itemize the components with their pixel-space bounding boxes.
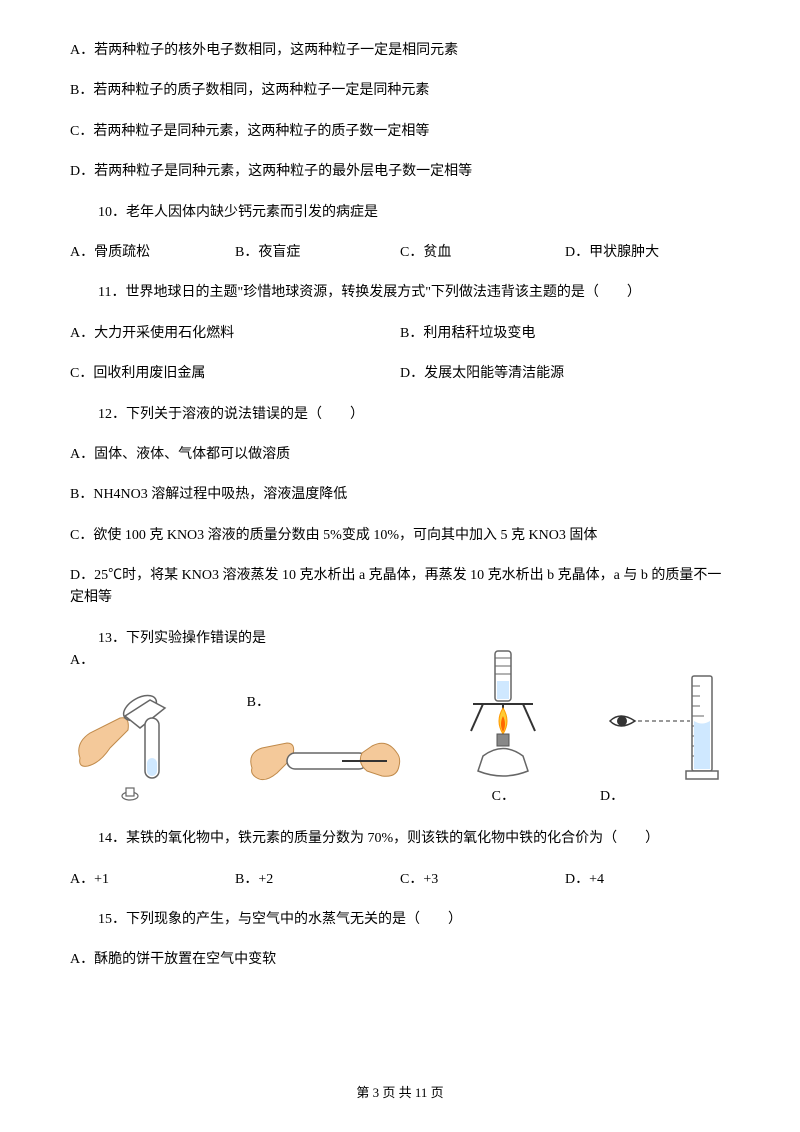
q14-opt-a: A．+1 bbox=[70, 869, 235, 891]
q13-diagrams: B． C． bbox=[70, 668, 730, 808]
graduated-cylinder-eye-icon bbox=[600, 666, 730, 786]
page-footer: 第 3 页 共 11 页 bbox=[0, 1083, 800, 1104]
q-prev-opt-d: D．若两种粒子是同种元素，这两种粒子的最外层电子数一定相等 bbox=[70, 161, 730, 183]
q12-opt-a: A．固体、液体、气体都可以做溶质 bbox=[70, 444, 730, 466]
q10-opt-d: D．甲状腺肿大 bbox=[565, 242, 730, 264]
q13-diagram-b: B． bbox=[247, 692, 407, 808]
q-prev-opt-b: B．若两种粒子的质子数相同，这两种粒子一定是同种元素 bbox=[70, 80, 730, 102]
q14-stem: 14．某铁的氧化物中，铁元素的质量分数为 70%，则该铁的氧化物中铁的化合价为（… bbox=[70, 828, 730, 850]
heating-burner-icon bbox=[453, 646, 553, 786]
q13-diagram-c: C． bbox=[453, 646, 553, 808]
q11-opt-d: D．发展太阳能等清洁能源 bbox=[400, 363, 730, 385]
q14-opt-d: D．+4 bbox=[565, 869, 730, 891]
q10-opt-c: C．贫血 bbox=[400, 242, 565, 264]
q10-stem: 10．老年人因体内缺少钙元素而引发的病症是 bbox=[70, 202, 730, 224]
q10-opt-b: B．夜盲症 bbox=[235, 242, 400, 264]
q11-opt-b: B．利用秸秆垃圾变电 bbox=[400, 323, 730, 345]
q14-options: A．+1 B．+2 C．+3 D．+4 bbox=[70, 869, 730, 891]
q15-opt-a: A．酥脆的饼干放置在空气中变软 bbox=[70, 949, 730, 971]
q11-opt-c: C．回收利用废旧金属 bbox=[70, 363, 400, 385]
q13-label-a: A． bbox=[70, 650, 94, 672]
q14-opt-c: C．+3 bbox=[400, 869, 565, 891]
q10-options: A．骨质疏松 B．夜盲症 C．贫血 D．甲状腺肿大 bbox=[70, 242, 730, 264]
q10-opt-a: A．骨质疏松 bbox=[70, 242, 235, 264]
q13-diagram-d: D． bbox=[600, 666, 730, 808]
q-prev-opt-c: C．若两种粒子是同种元素，这两种粒子的质子数一定相等 bbox=[70, 121, 730, 143]
q13-label-d: D． bbox=[600, 786, 624, 808]
q13-label-b: B． bbox=[247, 692, 270, 714]
q12-opt-c: C．欲使 100 克 KNO3 溶液的质量分数由 5%变成 10%，可向其中加入… bbox=[70, 525, 730, 547]
q12-opt-b: B．NH4NO3 溶解过程中吸热，溶液温度降低 bbox=[70, 484, 730, 506]
q15-stem: 15．下列现象的产生，与空气中的水蒸气无关的是（ ） bbox=[70, 909, 730, 931]
q13-stem: 13．下列实验操作错误的是 bbox=[70, 628, 730, 650]
q-prev-opt-a: A．若两种粒子的核外电子数相同，这两种粒子一定是相同元素 bbox=[70, 40, 730, 62]
q11-stem: 11．世界地球日的主题"珍惜地球资源，转换发展方式"下列做法违背该主题的是（ ） bbox=[70, 282, 730, 304]
q13-label-c: C． bbox=[492, 786, 515, 808]
test-tube-insert-icon bbox=[247, 718, 407, 808]
q11-options: A．大力开采使用石化燃料 B．利用秸秆垃圾变电 C．回收利用废旧金属 D．发展太… bbox=[70, 323, 730, 386]
q13-diagram-a bbox=[70, 688, 200, 808]
q11-opt-a: A．大力开采使用石化燃料 bbox=[70, 323, 400, 345]
q12-stem: 12．下列关于溶液的说法错误的是（ ） bbox=[70, 404, 730, 426]
q14-opt-b: B．+2 bbox=[235, 869, 400, 891]
pouring-icon bbox=[70, 688, 200, 808]
q12-opt-d: D．25℃时，将某 KNO3 溶液蒸发 10 克水析出 a 克晶体，再蒸发 10… bbox=[70, 565, 730, 610]
